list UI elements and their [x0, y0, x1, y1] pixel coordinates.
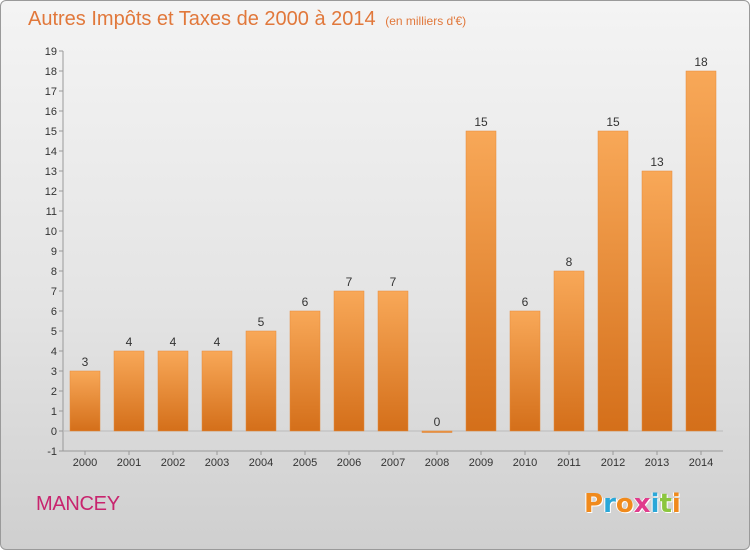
proxiti-logo: Proxiti [584, 489, 681, 519]
x-tick-label: 2003 [205, 457, 229, 469]
bar [685, 70, 717, 432]
x-tick-label: 2006 [337, 457, 361, 469]
chart-title: Autres Impôts et Taxes de 2000 à 2014 (e… [28, 8, 466, 31]
x-tick-label: 2008 [425, 457, 449, 469]
bar [245, 330, 277, 432]
data-label: 13 [650, 155, 664, 169]
chart-labels: 2000 3 2001 4 2002 4 2003 4 2004 5 2005 6 2006 7 2007 7… [73, 55, 713, 469]
data-label: 15 [606, 115, 620, 129]
y-tick-label: 2 [51, 386, 57, 398]
data-label: 0 [434, 415, 441, 429]
y-tick-label: 4 [51, 346, 57, 358]
bar [69, 370, 101, 432]
bar [553, 270, 585, 432]
data-label: 4 [126, 335, 133, 349]
logo-letter: P [584, 489, 604, 519]
bar [157, 350, 189, 432]
bar [113, 350, 145, 432]
y-tick-label: 15 [45, 126, 57, 138]
y-tick-label: 12 [45, 186, 57, 198]
data-label: 18 [694, 55, 708, 69]
bar [201, 350, 233, 432]
data-label: 7 [390, 275, 397, 289]
y-tick-label: 8 [51, 266, 57, 278]
logo-letter: o [615, 489, 634, 519]
bar [333, 290, 365, 432]
data-label: 8 [566, 255, 573, 269]
x-tick-label: 2002 [161, 457, 185, 469]
y-tick-label: 5 [51, 326, 57, 338]
x-tick-label: 2007 [381, 457, 405, 469]
x-tick-label: 2014 [689, 457, 713, 469]
y-tick-label: 17 [45, 86, 57, 98]
y-tick-label: 10 [45, 226, 57, 238]
y-tick-label: 16 [45, 106, 57, 118]
x-tick-label: 2000 [73, 457, 97, 469]
y-tick-label: 6 [51, 306, 57, 318]
data-label: 4 [214, 335, 221, 349]
chart-bars [69, 70, 717, 433]
data-label: 7 [346, 275, 353, 289]
y-tick-label: 0 [51, 426, 57, 438]
data-label: 6 [302, 295, 309, 309]
bar [465, 130, 497, 432]
bar [641, 170, 673, 432]
logo-letter: i [671, 489, 681, 519]
y-tick-label: -1 [47, 446, 57, 458]
y-tick-label: 3 [51, 366, 57, 378]
logo-letter: x [633, 489, 651, 519]
data-label: 6 [522, 295, 529, 309]
data-label: 4 [170, 335, 177, 349]
data-label: 15 [474, 115, 488, 129]
chart-title-text: Autres Impôts et Taxes de 2000 à 2014 [28, 8, 376, 30]
y-tick-label: 19 [45, 46, 57, 58]
x-tick-label: 2001 [117, 457, 141, 469]
x-tick-label: 2009 [469, 457, 493, 469]
y-tick-label: 1 [51, 406, 57, 418]
x-tick-label: 2010 [513, 457, 537, 469]
y-tick-label: 13 [45, 166, 57, 178]
data-label: 3 [82, 355, 89, 369]
x-tick-label: 2012 [601, 457, 625, 469]
x-tick-label: 2011 [557, 457, 581, 469]
logo-letter: i [650, 489, 660, 519]
y-tick-label: 7 [51, 286, 57, 298]
bar [597, 130, 629, 432]
logo-letter: t [659, 489, 672, 519]
bar [289, 310, 321, 432]
y-tick-label: 18 [45, 66, 57, 78]
y-tick-label: 11 [46, 206, 57, 218]
x-tick-label: 2013 [645, 457, 669, 469]
y-tick-label: 14 [45, 146, 57, 158]
bar [377, 290, 409, 432]
x-tick-label: 2004 [249, 457, 273, 469]
bar [509, 310, 541, 432]
logo-letter: r [603, 489, 616, 519]
y-tick-label: 9 [51, 246, 57, 258]
bar [421, 430, 453, 433]
data-label: 5 [258, 315, 265, 329]
chart-unit: (en milliers d'€) [385, 14, 467, 28]
commune-name: MANCEY [36, 493, 120, 515]
x-tick-label: 2005 [293, 457, 317, 469]
